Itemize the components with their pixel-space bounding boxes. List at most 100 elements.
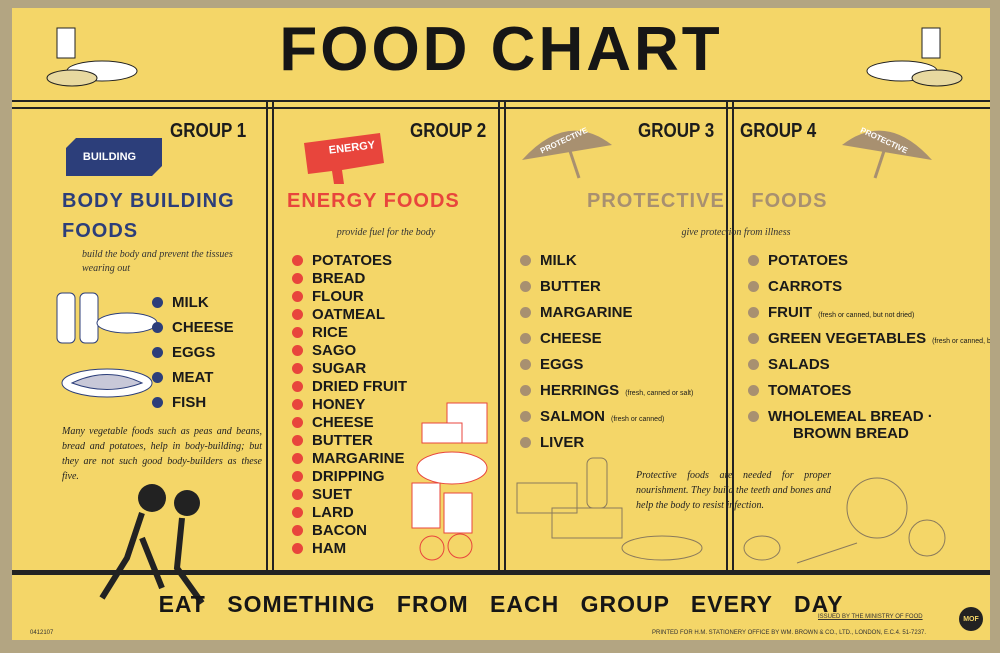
bullet <box>292 291 303 302</box>
illustration <box>56 292 158 398</box>
food-item: FRUIT (fresh or canned, but not dried) <box>748 304 914 321</box>
food-item: DRIPPING <box>292 468 385 485</box>
bullet <box>292 435 303 446</box>
food-name: CARROTS <box>768 278 843 295</box>
food-name: CHEESE <box>312 414 374 431</box>
food-item: EGGS <box>520 356 583 373</box>
food-item: HERRINGS (fresh, canned or salt) <box>520 382 693 399</box>
food-name: DRIPPING <box>312 468 385 485</box>
food-name: LARD <box>312 504 354 521</box>
food-note: (fresh or canned) <box>611 416 665 423</box>
food-name: FRUIT <box>768 304 813 321</box>
description: give protection from illness <box>681 227 791 238</box>
logo-mark <box>959 607 983 631</box>
bullet <box>748 333 759 344</box>
bullet <box>152 372 163 383</box>
food-item: SAGO <box>292 342 356 359</box>
bullet <box>520 385 531 396</box>
food-item: MARGARINE <box>292 450 405 467</box>
divider <box>498 100 500 570</box>
food-item: WHOLEMEAL BREAD · BROWN BREAD <box>748 408 933 442</box>
bullet <box>292 471 303 482</box>
bullet <box>292 309 303 320</box>
food-item: MILK <box>520 252 577 269</box>
heading: PROTECTIVE FOODS <box>587 190 828 212</box>
heading: ENERGY FOODS <box>287 190 460 212</box>
poster: FOOD CHART BUILDING ENERGY PROTECTIVE PR… <box>12 8 990 640</box>
food-item: BUTTER <box>520 278 601 295</box>
food-name: HONEY <box>312 396 366 413</box>
food-note: (fresh, canned or salt) <box>625 390 694 397</box>
bullet <box>292 255 303 266</box>
food-item: SUGAR <box>292 360 366 377</box>
food-item: BACON <box>292 522 367 539</box>
food-item: HAM <box>292 540 346 557</box>
badge-box <box>304 133 384 184</box>
food-item: GREEN VEGETABLES (fresh or canned, but no… <box>748 330 990 347</box>
bullet <box>520 307 531 318</box>
food-name: OATMEAL <box>312 306 386 323</box>
bullet <box>292 525 303 536</box>
food-item: HONEY <box>292 396 365 413</box>
food-name: BUTTER <box>312 432 373 449</box>
food-item: LIVER <box>520 434 584 451</box>
food-item: SALMON (fresh or canned) <box>520 408 664 425</box>
food-name: BACON <box>312 522 367 539</box>
bullet <box>520 333 531 344</box>
umbrella <box>842 130 932 179</box>
food-name: FISH <box>172 394 207 411</box>
bullet <box>520 437 531 448</box>
divider <box>726 100 728 570</box>
food-item: MILK <box>152 294 209 311</box>
divider <box>504 100 506 570</box>
logo: MOF <box>963 616 979 623</box>
description: provide fuel for the body <box>336 227 436 238</box>
rule <box>12 100 990 102</box>
food-name: HERRINGS <box>540 382 620 399</box>
food-name: SALADS <box>768 356 830 373</box>
food-item: MARGARINE <box>520 304 633 321</box>
food-note: (fresh or canned, but not dried) <box>932 338 990 345</box>
bullet <box>292 543 303 554</box>
printer: PRINTED FOR H.M. STATIONERY OFFICE BY WM… <box>652 630 927 636</box>
food-item: EGGS <box>152 344 215 361</box>
bullet <box>748 385 759 396</box>
rule <box>12 107 990 109</box>
group-label: GROUP 1 <box>170 120 247 142</box>
food-item: CARROTS <box>748 278 842 295</box>
bullet <box>748 255 759 266</box>
food-item: DRIED FRUIT <box>292 378 407 395</box>
umbrella <box>522 130 612 179</box>
food-name: SALMON <box>540 408 605 425</box>
food-name: MARGARINE <box>540 304 633 321</box>
food-name: FLOUR <box>312 288 364 305</box>
food-item: SUET <box>292 486 352 503</box>
divider <box>732 100 734 570</box>
bullet <box>748 307 759 318</box>
code: 0412107 <box>30 630 54 636</box>
bullet <box>292 489 303 500</box>
food-item: TOMATOES <box>748 382 851 399</box>
food-item: CHEESE <box>292 414 374 431</box>
bullet <box>292 381 303 392</box>
food-name: POTATOES <box>768 252 849 269</box>
food-name: LIVER <box>540 434 585 451</box>
food-name: MARGARINE <box>312 450 405 467</box>
illustration <box>46 27 138 87</box>
bullet <box>292 363 303 374</box>
bullet <box>520 281 531 292</box>
group-label: GROUP 2 <box>410 120 487 142</box>
note: Protective foods are needed for proper n… <box>636 470 831 511</box>
food-item: BUTTER <box>292 432 373 449</box>
food-item: SALADS <box>748 356 830 373</box>
bullet <box>748 411 759 422</box>
bullet <box>292 453 303 464</box>
food-name: RICE <box>312 324 348 341</box>
food-name: EGGS <box>172 344 216 361</box>
bullet <box>152 322 163 333</box>
bullet <box>292 345 303 356</box>
group-label: GROUP 4 <box>740 120 817 142</box>
food-name: SUET <box>312 486 353 503</box>
bullet <box>520 411 531 422</box>
food-name: MILK <box>172 294 209 311</box>
